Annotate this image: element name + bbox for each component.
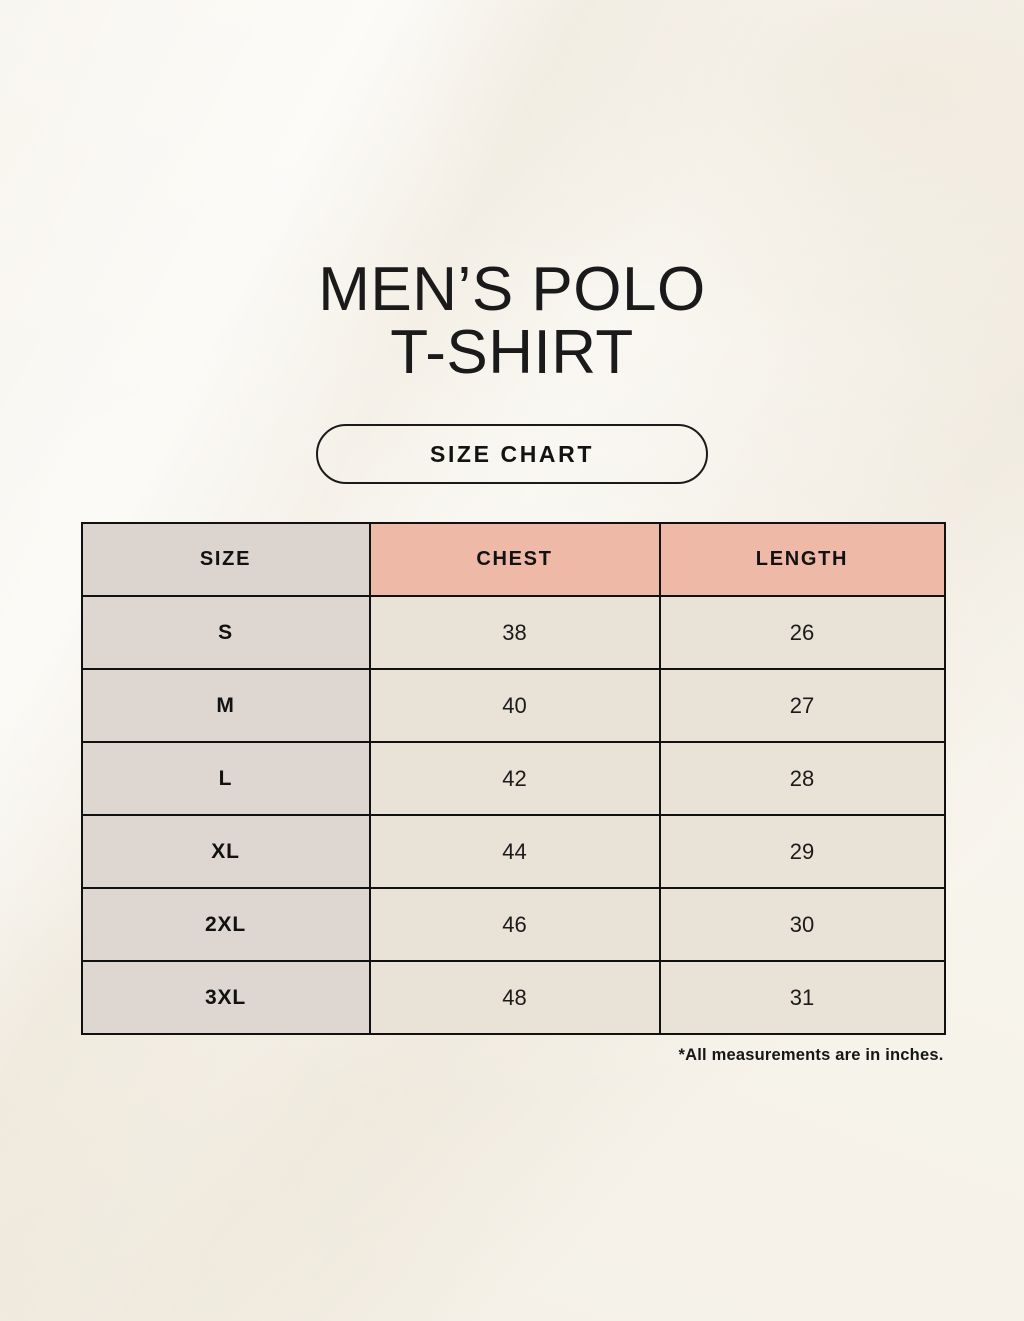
cell-size: M	[80, 668, 371, 743]
measurements-footnote: *All measurements are in inches.	[678, 1046, 944, 1064]
table-row: S 38 26	[80, 595, 946, 670]
cell-length-value: 26	[789, 619, 815, 645]
cell-size-label: 3XL	[205, 985, 246, 1009]
size-table-wrapper: SIZE CHEST LENGTH S 38	[80, 522, 946, 1035]
cell-chest: 48	[368, 960, 661, 1035]
cell-chest-value: 46	[502, 911, 527, 937]
table-row: 3XL 48 31	[80, 960, 946, 1035]
cell-chest-value: 44	[502, 838, 527, 864]
cell-length: 26	[658, 595, 946, 670]
column-header-size: SIZE	[80, 522, 371, 597]
size-chart-badge: SIZE CHART	[316, 424, 708, 484]
page-title: MEN’S POLO T-SHIRT	[0, 0, 1024, 384]
column-header-length: LENGTH	[658, 522, 946, 597]
table-row: L 42 28	[80, 741, 946, 816]
size-chart-badge-label: SIZE CHART	[430, 440, 594, 467]
cell-size-label: L	[218, 766, 233, 790]
cell-size: 2XL	[80, 887, 371, 962]
size-table-body: S 38 26 M 40	[80, 595, 946, 1035]
cell-length-value: 30	[789, 911, 815, 937]
table-row: 2XL 46 30	[80, 887, 946, 962]
cell-length: 31	[658, 960, 946, 1035]
cell-size: L	[80, 741, 371, 816]
cell-chest-value: 38	[502, 619, 527, 645]
size-table-header: SIZE CHEST LENGTH	[80, 522, 946, 597]
cell-size-label: 2XL	[205, 912, 246, 936]
cell-size-label: M	[216, 693, 235, 717]
cell-chest-value: 40	[502, 692, 527, 718]
column-header-chest-label: CHEST	[476, 548, 553, 570]
table-row: M 40 27	[80, 668, 946, 743]
cell-length-value: 29	[789, 838, 815, 864]
cell-length: 29	[658, 814, 946, 889]
column-header-size-label: SIZE	[199, 548, 252, 570]
cell-chest-value: 42	[502, 765, 527, 791]
cell-size: S	[80, 595, 371, 670]
table-header-row: SIZE CHEST LENGTH	[80, 522, 946, 597]
cell-length: 27	[658, 668, 946, 743]
cell-chest: 40	[368, 668, 661, 743]
cell-chest: 46	[368, 887, 661, 962]
size-chart-badge-wrapper: SIZE CHART	[0, 424, 1024, 484]
table-row: XL 44 29	[80, 814, 946, 889]
column-header-chest: CHEST	[368, 522, 661, 597]
cell-size-label: XL	[211, 839, 240, 863]
cell-length-value: 28	[789, 765, 815, 791]
cell-chest: 44	[368, 814, 661, 889]
cell-size: XL	[80, 814, 371, 889]
cell-chest: 42	[368, 741, 661, 816]
cell-length: 28	[658, 741, 946, 816]
cell-length-value: 27	[789, 692, 815, 718]
size-chart-page: MEN’S POLO T-SHIRT SIZE CHART SIZE CHEST	[0, 0, 1024, 1064]
size-table: SIZE CHEST LENGTH S 38	[80, 522, 946, 1035]
cell-length: 30	[658, 887, 946, 962]
cell-chest-value: 48	[502, 984, 527, 1010]
column-header-length-label: LENGTH	[755, 548, 849, 570]
cell-chest: 38	[368, 595, 661, 670]
cell-length-value: 31	[789, 984, 815, 1010]
page-title-line-1: MEN’S POLO	[318, 255, 706, 324]
cell-size-label: S	[218, 620, 233, 644]
cell-size: 3XL	[80, 960, 371, 1035]
page-title-line-2: T-SHIRT	[390, 318, 634, 387]
